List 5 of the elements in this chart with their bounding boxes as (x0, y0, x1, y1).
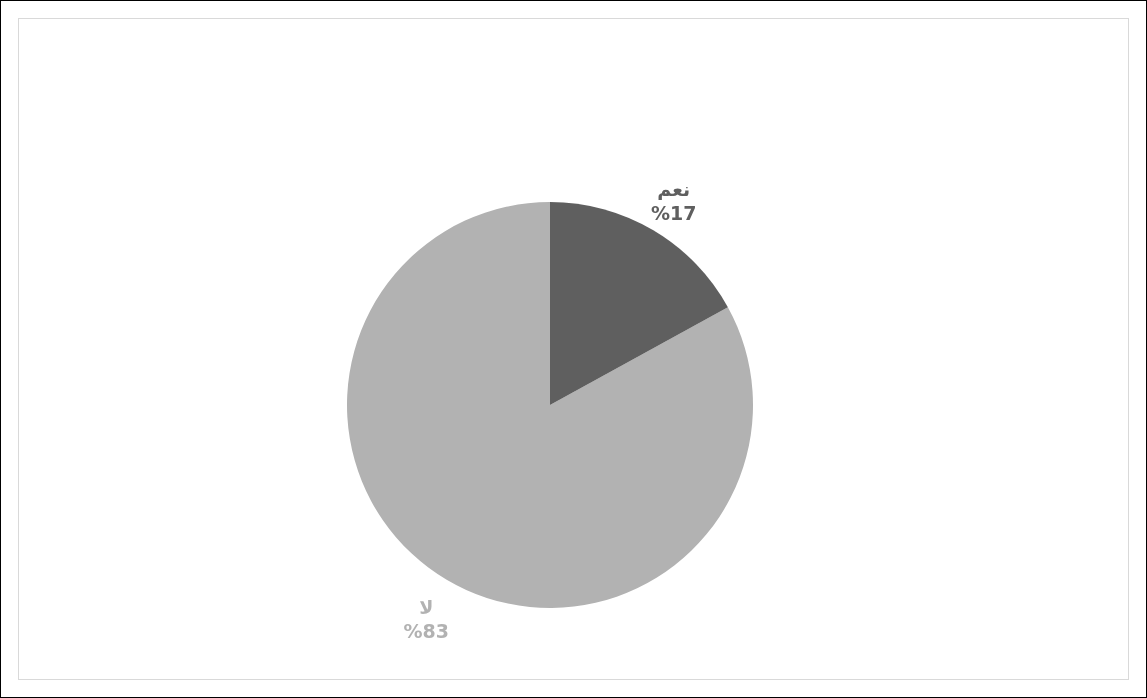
pie-slice (550, 202, 728, 405)
data-label: %83 (403, 620, 450, 643)
slice-label: نعم (657, 177, 691, 200)
data-label: %17 (650, 201, 697, 224)
slice-label: لا (419, 596, 434, 619)
